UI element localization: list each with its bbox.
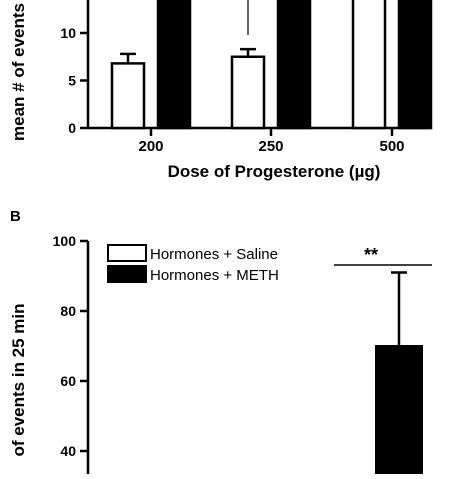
panel-a-bar — [110, 62, 146, 130]
panel-a-bar — [351, 0, 387, 130]
panel-b-ytick-label: 40 — [60, 443, 76, 459]
panel-a-xlabel: Dose of Progesterone (µg) — [168, 162, 381, 181]
panel-a-bar — [276, 0, 312, 130]
legend-label-saline: Hormones + Saline — [150, 246, 278, 263]
panel-b-ytick-label: 80 — [60, 303, 76, 319]
panel-a: mean # of events 0 5 10 200 250 500 Dose of … — [9, 0, 433, 181]
panel-a-ytick-label: 5 — [68, 73, 76, 89]
panel-b-ylabel: of events in 25 min — [9, 303, 28, 456]
panel-a-xtick-label: 500 — [379, 138, 404, 155]
significance-marker: ** — [364, 245, 378, 265]
panel-a-bar — [397, 0, 433, 130]
panel-b-bar-meth — [375, 345, 423, 479]
panel-a-xtick-label: 200 — [138, 138, 163, 155]
panel-a-bar — [230, 55, 266, 130]
legend-swatch-saline — [107, 244, 147, 262]
panel-a-bar — [156, 0, 192, 130]
panel-a-xtick-label: 250 — [258, 138, 283, 155]
panel-a-ylabel: mean # of events — [9, 3, 28, 141]
legend: Hormones + Saline Hormones + METH — [107, 244, 279, 284]
panel-b: B of events in 25 min 40 60 80 100 Hormones… — [9, 208, 432, 479]
legend-label-meth: Hormones + METH — [150, 267, 279, 284]
panel-a-ytick-label: 0 — [68, 120, 76, 136]
legend-swatch-meth — [107, 265, 147, 283]
panel-b-letter: B — [10, 208, 21, 225]
panel-b-ytick-label: 100 — [53, 233, 77, 249]
panel-b-ytick-label: 60 — [60, 373, 76, 389]
panel-a-ytick-label: 10 — [60, 25, 76, 41]
